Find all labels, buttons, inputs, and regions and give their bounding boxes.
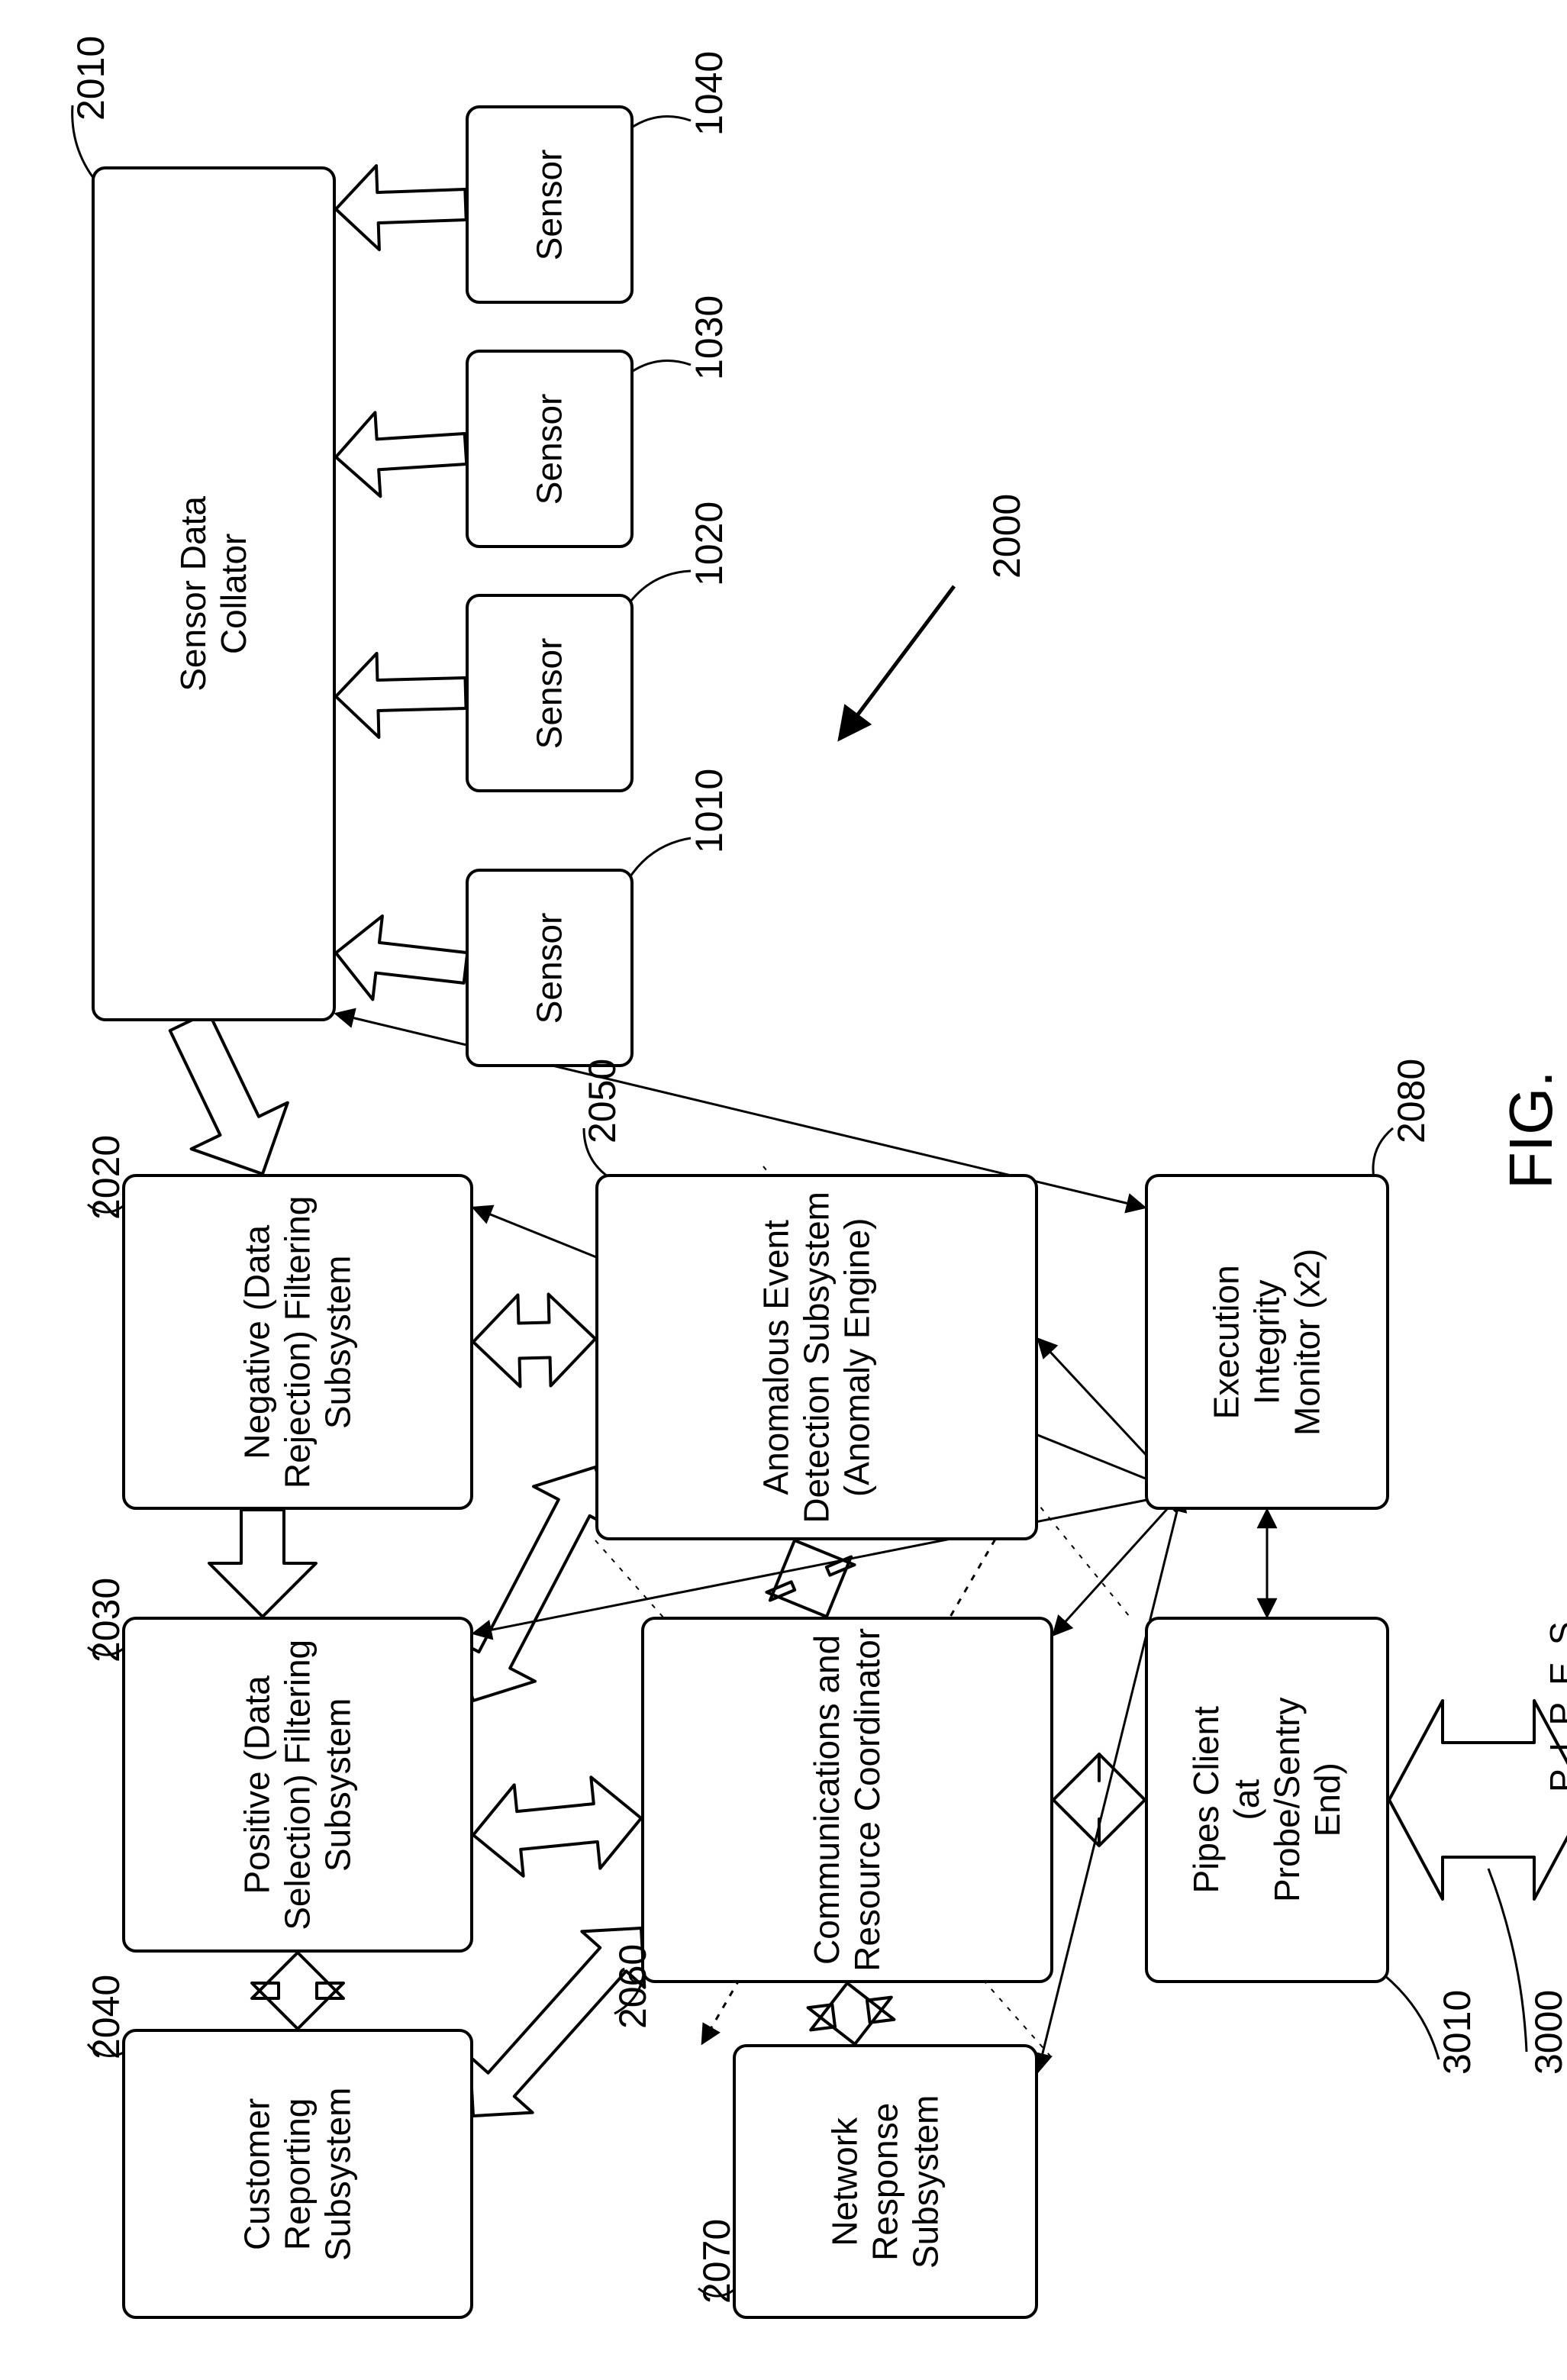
execution-integrity-label: Execution Integrity Monitor (x2): [1207, 1230, 1328, 1453]
execution-integrity-box: Execution Integrity Monitor (x2): [1145, 1174, 1389, 1510]
diagram-stage: Sensor Data Collator Sensor Sensor Senso…: [0, 0, 1567, 2380]
positive-filtering-label: Positive (Data Selection) Filtering Subs…: [237, 1624, 359, 1945]
ref-3000: 3000: [1527, 1990, 1567, 2075]
sensor-2-label: Sensor: [530, 620, 570, 766]
ref-1020: 1020: [687, 501, 731, 586]
pipes-client-label: Pipes Client (at Probe/Sentry End): [1186, 1688, 1348, 1911]
figure-label: FIG. 2: [1496, 1070, 1567, 1189]
ref-2070: 2070: [695, 2219, 739, 2304]
sensor-2-box: Sensor: [466, 594, 634, 792]
ref-2050: 2050: [580, 1059, 624, 1143]
comm-resource-coordinator-label: Communications and Resource Coordinator: [807, 1624, 888, 1975]
ref-2060: 2060: [611, 1944, 655, 2029]
ref-1030: 1030: [687, 295, 731, 380]
sensor-3-label: Sensor: [530, 376, 570, 522]
sensor-data-collator-box: Sensor Data Collator: [92, 166, 336, 1021]
network-response-box: Network Response Subsystem: [733, 2044, 1038, 2319]
ref-2000: 2000: [985, 494, 1029, 579]
negative-filtering-label: Negative (Data Rejection) Filtering Subs…: [237, 1182, 359, 1502]
ref-3010: 3010: [1435, 1990, 1479, 2075]
pipes-client-box: Pipes Client (at Probe/Sentry End): [1145, 1617, 1389, 1983]
anomaly-engine-box: Anomalous Event Detection Subsystem (Ano…: [595, 1174, 1038, 1540]
sensor-1-label: Sensor: [530, 895, 570, 1041]
sensor-3-box: Sensor: [466, 350, 634, 548]
customer-reporting-box: Customer Reporting Subsystem: [122, 2029, 473, 2319]
anomaly-engine-label: Anomalous Event Detection Subsystem (Ano…: [756, 1182, 878, 1533]
ref-2030: 2030: [84, 1578, 128, 1662]
ref-2020: 2020: [84, 1135, 128, 1220]
sensor-4-label: Sensor: [530, 131, 570, 278]
customer-reporting-label: Customer Reporting Subsystem: [237, 2037, 359, 2311]
ref-2080: 2080: [1389, 1059, 1433, 1143]
sensor-1-box: Sensor: [466, 869, 634, 1067]
ref-1010: 1010: [687, 769, 731, 853]
network-response-label: Network Response Subsystem: [825, 2052, 946, 2311]
pipes-vertical-label: PIPES: [1542, 1604, 1567, 1792]
comm-resource-coordinator-box: Communications and Resource Coordinator: [641, 1617, 1053, 1983]
negative-filtering-box: Negative (Data Rejection) Filtering Subs…: [122, 1174, 473, 1510]
ref-1040: 1040: [687, 51, 731, 136]
ref-2010: 2010: [69, 36, 113, 121]
ref-2040: 2040: [84, 1975, 128, 2059]
sensor-data-collator-label: Sensor Data Collator: [173, 482, 254, 705]
sensor-4-box: Sensor: [466, 105, 634, 304]
positive-filtering-box: Positive (Data Selection) Filtering Subs…: [122, 1617, 473, 1953]
